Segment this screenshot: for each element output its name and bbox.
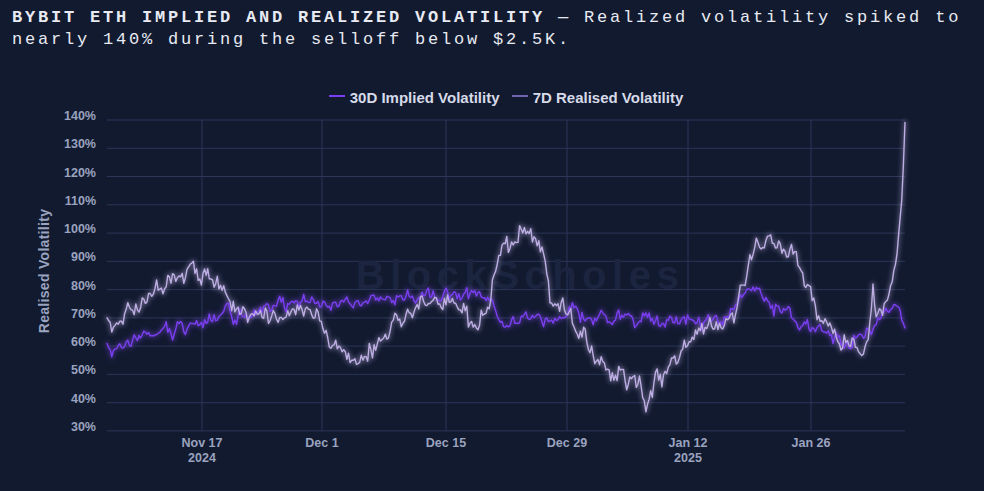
svg-text:BlockScholes: BlockScholes — [356, 253, 684, 297]
